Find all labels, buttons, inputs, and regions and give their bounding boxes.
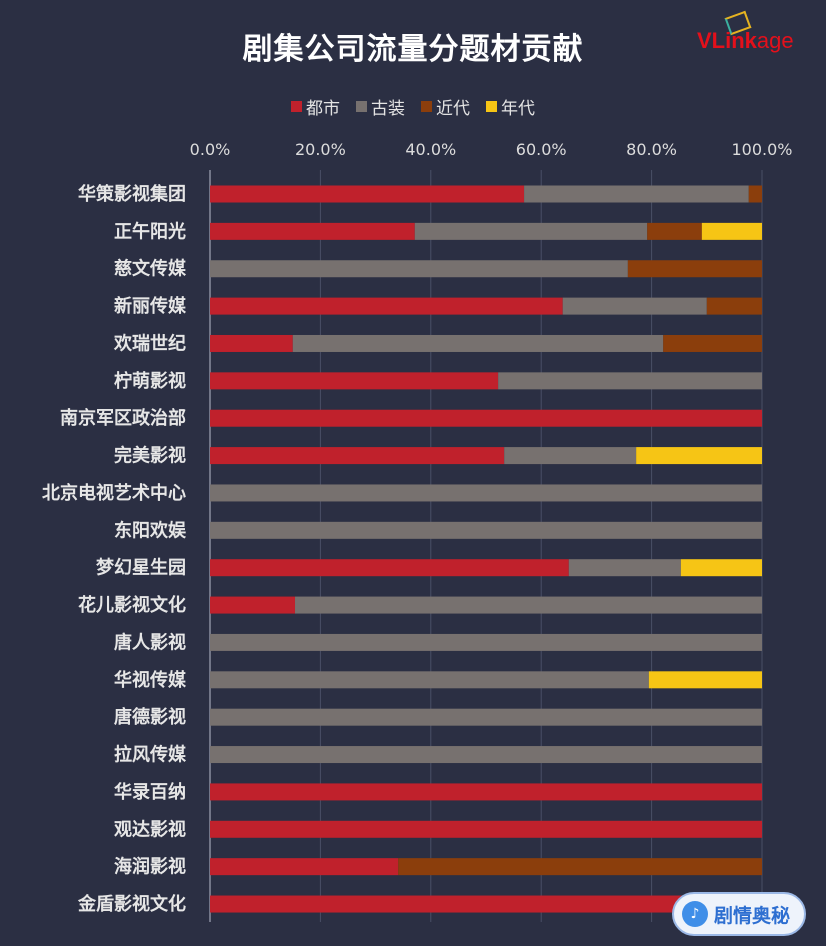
category-label: 花儿影视文化 (78, 594, 186, 616)
category-label: 唐人影视 (114, 631, 186, 653)
category-label: 海润影视 (114, 856, 186, 878)
bar-segment-古装 (568, 559, 681, 577)
legend-swatch (356, 101, 367, 112)
category-label: 完美影视 (114, 445, 186, 467)
legend-swatch (421, 101, 432, 112)
legend-label: 近代 (436, 99, 470, 119)
bar-segment-古装 (498, 372, 762, 390)
x-tick-label: 100.0% (731, 140, 792, 159)
bar-segment-都市 (210, 820, 762, 838)
bar-segment-都市 (210, 596, 296, 614)
category-label: 正午阳光 (114, 220, 186, 242)
category-label: 欢瑞世纪 (113, 332, 186, 354)
bar-segment-近代 (706, 297, 762, 315)
bar-segment-都市 (210, 447, 505, 465)
bar-segment-近代 (663, 334, 762, 352)
bar-segment-都市 (210, 895, 762, 913)
bar-segment-近代 (748, 185, 762, 203)
bar-segment-都市 (210, 372, 499, 390)
legend-label: 年代 (501, 99, 535, 119)
x-tick-label: 20.0% (295, 140, 346, 159)
legend-item: 年代 (486, 94, 535, 119)
bar-segment-都市 (210, 334, 293, 352)
bar-segment-古装 (210, 260, 628, 278)
bar-segment-古装 (210, 708, 762, 726)
bar-segment-古装 (414, 222, 648, 240)
bar-segment-近代 (398, 858, 762, 876)
category-label: 梦幻星生园 (96, 557, 186, 579)
x-tick-label: 80.0% (626, 140, 677, 159)
category-label: 华策影视集团 (78, 183, 186, 205)
bar-segment-古装 (295, 596, 762, 614)
bar-segment-古装 (210, 671, 649, 689)
watermark-text: 剧情奥秘 (714, 904, 791, 927)
bar-segment-古装 (562, 297, 707, 315)
play-icon: ♪ (682, 901, 708, 927)
bar-segment-古装 (210, 746, 762, 764)
bar-segment-古装 (210, 633, 762, 651)
category-label: 华录百纳 (114, 781, 186, 803)
bar-segment-年代 (648, 671, 762, 689)
chart-title: 剧集公司流量分题材贡献 (242, 32, 584, 67)
legend-swatch (291, 101, 302, 112)
bar-segment-都市 (210, 409, 762, 427)
bar-segment-古装 (504, 447, 637, 465)
category-label: 南京军区政治部 (60, 407, 186, 429)
category-label: 唐德影视 (114, 706, 186, 728)
legend-item: 都市 (291, 94, 340, 119)
legend-item: 古装 (356, 94, 405, 119)
category-label: 拉风传媒 (114, 744, 187, 766)
x-tick-label: 0.0% (190, 140, 231, 159)
legend-swatch (486, 101, 497, 112)
logo-text-light: age (756, 28, 794, 53)
bar-segment-年代 (680, 559, 762, 577)
bar-segment-都市 (210, 185, 525, 203)
bar-segment-都市 (210, 222, 415, 240)
legend-label: 都市 (306, 99, 340, 119)
bar-segment-古装 (524, 185, 749, 203)
bar-segment-古装 (292, 334, 664, 352)
bar-segment-近代 (627, 260, 762, 278)
legend-item: 近代 (421, 94, 470, 119)
bar-segment-年代 (636, 447, 762, 465)
category-label: 慈文传媒 (114, 258, 187, 280)
category-label: 华视传媒 (114, 669, 187, 691)
category-label: 柠萌影视 (114, 370, 186, 392)
vlinkage-logo: VLinkage (697, 28, 794, 54)
bar-segment-都市 (210, 858, 399, 876)
category-label: 新丽传媒 (114, 295, 187, 317)
category-label: 观达影视 (114, 818, 186, 840)
watermark-badge: ♪ 剧情奥秘 (672, 892, 806, 936)
x-tick-label: 60.0% (516, 140, 567, 159)
bar-segment-古装 (210, 484, 762, 502)
category-label: 金盾影视文化 (77, 893, 186, 915)
category-label: 东阳欢娱 (114, 519, 187, 541)
logo-text: VLink (697, 28, 757, 53)
bar-segment-都市 (210, 297, 563, 315)
category-label: 北京电视艺术中心 (42, 482, 186, 504)
legend: 都市 古装 近代 年代 (0, 94, 826, 119)
bar-segment-都市 (210, 559, 569, 577)
x-tick-label: 40.0% (405, 140, 456, 159)
legend-label: 古装 (371, 99, 405, 119)
bar-segment-古装 (210, 521, 762, 539)
bar-segment-年代 (701, 222, 762, 240)
bar-segment-近代 (647, 222, 702, 240)
bar-segment-都市 (210, 783, 762, 801)
